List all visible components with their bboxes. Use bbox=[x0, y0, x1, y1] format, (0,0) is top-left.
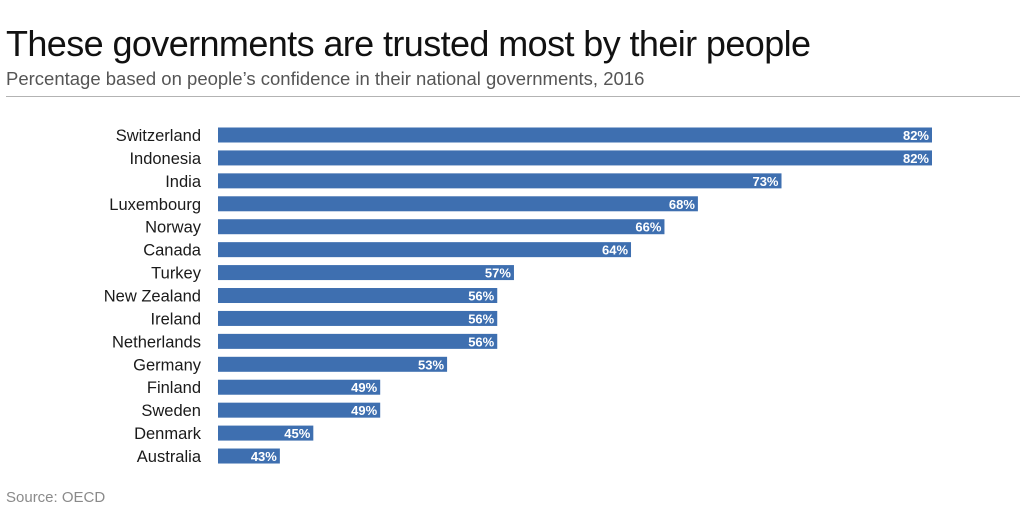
category-label: Netherlands bbox=[112, 333, 201, 351]
category-label: Sweden bbox=[141, 402, 201, 420]
category-label: Germany bbox=[133, 356, 202, 374]
bar-value-label: 45% bbox=[284, 426, 310, 441]
bar-value-label: 49% bbox=[351, 403, 377, 418]
bar bbox=[218, 219, 665, 235]
source-note: Source: OECD bbox=[6, 489, 106, 506]
category-label: New Zealand bbox=[104, 288, 201, 306]
category-label: Canada bbox=[143, 242, 202, 260]
bar-value-label: 82% bbox=[903, 128, 929, 143]
bar bbox=[218, 127, 932, 143]
bar-value-label: 43% bbox=[251, 449, 277, 464]
bar bbox=[218, 356, 448, 372]
bar bbox=[218, 288, 498, 304]
bar-value-label: 57% bbox=[485, 266, 511, 281]
title-divider bbox=[6, 96, 1020, 97]
bar bbox=[218, 425, 314, 441]
category-label: Finland bbox=[147, 379, 201, 397]
bar-value-label: 64% bbox=[602, 243, 628, 258]
bar-chart: Switzerland 82% Indonesia 82% India 73% Luxemb… bbox=[104, 127, 932, 466]
bar bbox=[218, 310, 498, 326]
category-label: Denmark bbox=[134, 425, 202, 443]
category-label: Australia bbox=[137, 448, 202, 466]
bar bbox=[218, 242, 632, 258]
bar bbox=[218, 333, 498, 349]
chart-subtitle: Percentage based on people’s confidence … bbox=[6, 68, 645, 89]
category-label: Ireland bbox=[151, 310, 201, 328]
category-label: Indonesia bbox=[129, 150, 201, 168]
bar bbox=[218, 150, 932, 166]
category-label: Turkey bbox=[151, 265, 202, 283]
category-label: Luxembourg bbox=[109, 196, 201, 214]
bar bbox=[218, 173, 782, 189]
bar-value-label: 53% bbox=[418, 357, 444, 372]
bar-value-label: 73% bbox=[752, 174, 778, 189]
bar-value-label: 56% bbox=[468, 334, 494, 349]
bar-value-label: 66% bbox=[635, 220, 661, 235]
bar bbox=[218, 402, 381, 418]
bar bbox=[218, 379, 381, 395]
chart-title: These governments are trusted most by th… bbox=[6, 23, 811, 64]
bar bbox=[218, 265, 514, 281]
bar-value-label: 49% bbox=[351, 380, 377, 395]
bar-value-label: 68% bbox=[669, 197, 695, 212]
bar-value-label: 56% bbox=[468, 289, 494, 304]
category-label: Switzerland bbox=[116, 127, 201, 145]
bar bbox=[218, 196, 698, 212]
bar-value-label: 82% bbox=[903, 151, 929, 166]
category-label: Norway bbox=[145, 219, 202, 237]
bar bbox=[218, 448, 280, 464]
bar-value-label: 56% bbox=[468, 311, 494, 326]
category-label: India bbox=[165, 173, 202, 191]
